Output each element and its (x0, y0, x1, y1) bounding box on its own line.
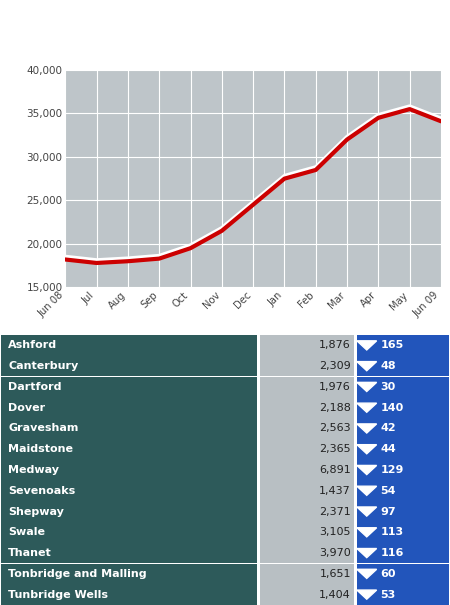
Text: Thanet: Thanet (8, 548, 52, 558)
Bar (1, 439, 257, 460)
Text: Ashford: Ashford (8, 341, 57, 350)
Text: Shepway: Shepway (8, 506, 64, 517)
Polygon shape (357, 445, 377, 454)
Bar (357, 543, 449, 563)
Text: 1,437: 1,437 (319, 486, 351, 495)
Bar (1, 584, 257, 605)
Bar (260, 543, 354, 563)
Bar (260, 522, 354, 543)
Text: Canterbury: Canterbury (8, 361, 78, 371)
Text: Maidstone: Maidstone (8, 444, 73, 454)
Bar (357, 563, 449, 584)
Bar (357, 397, 449, 418)
Text: 42: 42 (380, 424, 396, 433)
Bar (260, 418, 354, 439)
Bar (260, 501, 354, 522)
Text: 116: 116 (380, 548, 404, 558)
Text: 2,371: 2,371 (319, 506, 351, 517)
Bar (260, 335, 354, 356)
Text: May 2009: 34,106: May 2009: 34,106 (14, 49, 160, 64)
Text: 1,976: 1,976 (319, 382, 351, 392)
Bar (260, 439, 354, 460)
Text: 2,188: 2,188 (319, 403, 351, 413)
Text: 97: 97 (380, 506, 396, 517)
Text: 165: 165 (380, 341, 404, 350)
Text: 113: 113 (380, 528, 403, 537)
Text: 1,651: 1,651 (320, 569, 351, 579)
Polygon shape (357, 341, 377, 350)
Text: 44: 44 (380, 444, 396, 454)
Bar (357, 439, 449, 460)
Bar (1, 335, 257, 356)
Text: 54: 54 (380, 486, 396, 495)
Polygon shape (357, 507, 377, 516)
Bar (260, 563, 354, 584)
Bar (1, 563, 257, 584)
Bar (1, 522, 257, 543)
Text: 48: 48 (380, 361, 396, 371)
Bar (357, 522, 449, 543)
Polygon shape (248, 35, 324, 67)
Bar (260, 584, 354, 605)
Bar (260, 377, 354, 397)
Text: 140: 140 (380, 403, 404, 413)
Text: Gravesham: Gravesham (8, 424, 78, 433)
Bar (1, 460, 257, 480)
Text: 30: 30 (380, 382, 396, 392)
Text: 2,309: 2,309 (319, 361, 351, 371)
Text: Kent/Medway unemployed: Kent/Medway unemployed (14, 15, 190, 28)
Text: 60: 60 (380, 569, 396, 579)
Text: 129: 129 (380, 465, 404, 475)
Text: Swale: Swale (8, 528, 45, 537)
Bar (260, 397, 354, 418)
Polygon shape (357, 362, 377, 371)
Bar (1, 377, 257, 397)
Bar (357, 377, 449, 397)
Bar (1, 480, 257, 501)
Bar (1, 418, 257, 439)
Polygon shape (357, 569, 377, 578)
Bar (357, 480, 449, 501)
Bar (1, 501, 257, 522)
Polygon shape (357, 486, 377, 495)
Text: Medway: Medway (8, 465, 59, 475)
Polygon shape (357, 424, 377, 433)
Polygon shape (357, 590, 377, 599)
Bar (260, 480, 354, 501)
Text: Tunbridge Wells: Tunbridge Wells (8, 590, 108, 600)
Polygon shape (357, 382, 377, 391)
Text: Down: Down (335, 15, 383, 30)
Bar (1, 356, 257, 376)
Text: Sevenoaks: Sevenoaks (8, 486, 75, 495)
Text: 1,404: 1,404 (319, 590, 351, 600)
Text: 2,563: 2,563 (320, 424, 351, 433)
Bar (1, 397, 257, 418)
Bar (357, 501, 449, 522)
Text: 1,876: 1,876 (319, 341, 351, 350)
Bar (357, 460, 449, 480)
Text: 2,365: 2,365 (320, 444, 351, 454)
Bar (260, 356, 354, 376)
Text: 53: 53 (380, 590, 396, 600)
Polygon shape (269, 4, 303, 35)
Bar (357, 584, 449, 605)
Polygon shape (357, 549, 377, 558)
Text: Tonbridge and Malling: Tonbridge and Malling (8, 569, 147, 579)
Bar (357, 418, 449, 439)
Text: 3,105: 3,105 (320, 528, 351, 537)
Polygon shape (357, 528, 377, 537)
Bar (357, 356, 449, 376)
Bar (357, 335, 449, 356)
Bar (1, 543, 257, 563)
Polygon shape (357, 403, 377, 412)
Text: 1,091: 1,091 (335, 53, 388, 71)
Polygon shape (357, 465, 377, 474)
Text: Dartford: Dartford (8, 382, 62, 392)
Bar (260, 460, 354, 480)
Text: 6,891: 6,891 (319, 465, 351, 475)
Text: 3,970: 3,970 (319, 548, 351, 558)
Text: Dover: Dover (8, 403, 45, 413)
